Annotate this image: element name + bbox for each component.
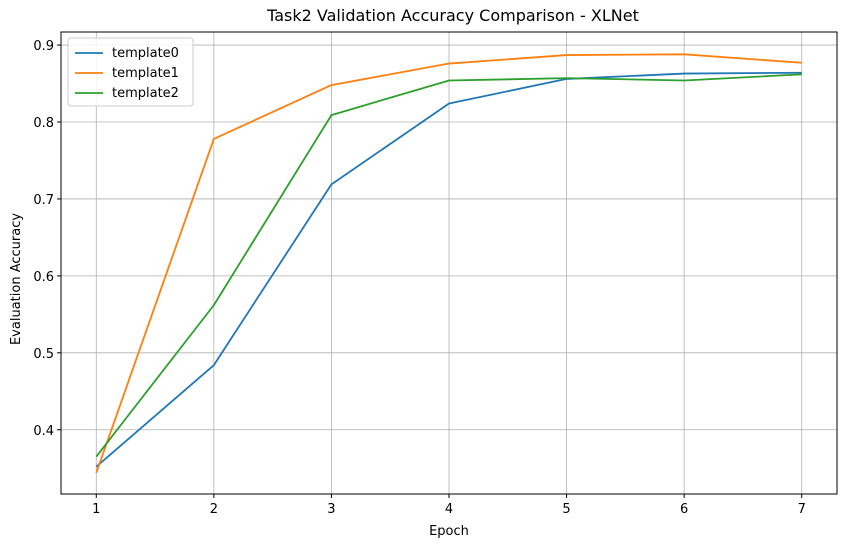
x-tick-label: 2	[210, 502, 218, 517]
x-axis-label: Epoch	[429, 524, 469, 539]
x-tick-label: 3	[327, 502, 335, 517]
x-tick-label: 5	[562, 502, 570, 517]
x-tick-label: 6	[680, 502, 688, 517]
grid	[61, 32, 837, 494]
series-line-template1	[95, 53, 802, 474]
series-line-template2	[95, 73, 802, 458]
y-axis-label: Evaluation Accuracy	[9, 213, 24, 345]
y-tick-label: 0.9	[33, 39, 54, 54]
x-tick-label: 1	[92, 502, 100, 517]
x-tick-label: 4	[445, 502, 453, 517]
y-tick-label: 0.4	[33, 424, 54, 439]
ticks: 1 2 3 4 5 6 7 0.4 0.5 0.6 0.7 0.8 0.9	[33, 39, 806, 517]
chart-title: Task2 Validation Accuracy Comparison - X…	[266, 6, 639, 25]
legend: template0 template1 template2	[67, 37, 194, 107]
y-tick-label: 0.7	[33, 193, 54, 208]
legend-box	[67, 37, 194, 107]
x-tick-label: 7	[798, 502, 806, 517]
legend-label-template1: template1	[112, 66, 179, 81]
legend-label-template2: template2	[112, 86, 179, 101]
y-tick-label: 0.6	[33, 270, 54, 285]
y-tick-label: 0.5	[33, 347, 54, 362]
legend-label-template0: template0	[112, 46, 179, 61]
series-line-template0	[95, 71, 802, 468]
series-layer	[95, 53, 802, 474]
y-tick-label: 0.8	[33, 116, 54, 131]
